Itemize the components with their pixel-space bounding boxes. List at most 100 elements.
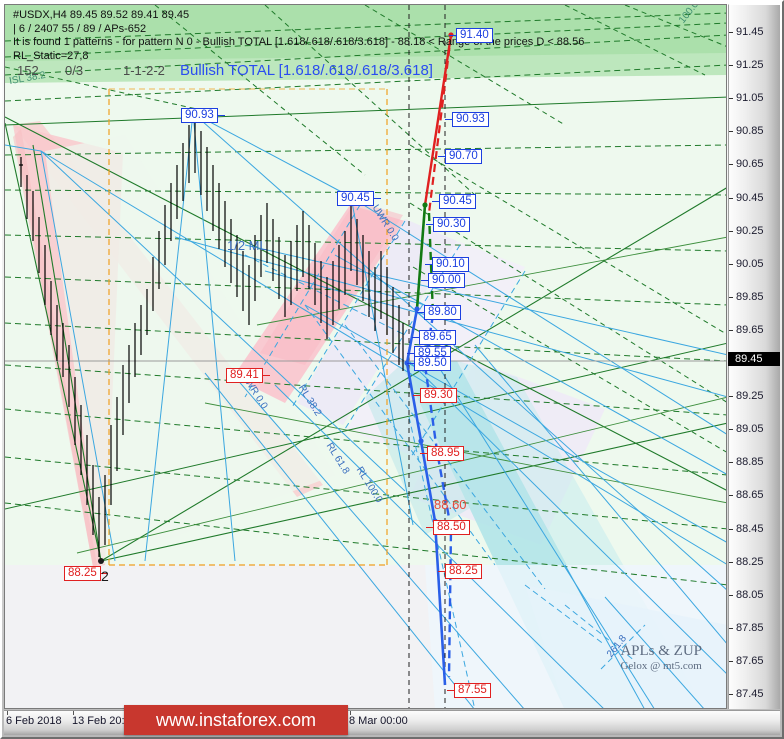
tick-mark	[729, 462, 733, 464]
price-tick: 91.45	[729, 26, 781, 39]
chart-svg	[5, 5, 726, 708]
tick-mark	[729, 296, 733, 298]
chart-plot-area[interactable]: #USDX,H4 89.45 89.52 89.41 89.45 | 6 / 2…	[4, 4, 727, 709]
price-tick: 88.25	[729, 556, 781, 569]
header-line-rlstatic: RL_Static=27,8	[13, 49, 89, 62]
header-line-quote: #USDX,H4 89.45 89.52 89.41 89.45	[13, 9, 190, 21]
price-label-89-65[interactable]: 89.65	[412, 330, 456, 345]
signature-subtitle: Gelox @ mt5.com	[620, 660, 702, 672]
tick-label: 88.45	[736, 522, 764, 535]
tick-mark	[729, 528, 733, 530]
price-label-88-60[interactable]: 88.60	[434, 497, 467, 512]
price-tick: 88.45	[729, 523, 781, 536]
tick-label: 91.45	[736, 26, 764, 38]
tick-label: 89.25	[736, 390, 764, 403]
price-label-89-80[interactable]: 89.80	[417, 305, 461, 320]
time-tick-mark	[73, 711, 74, 715]
price-tick: 89.65	[729, 324, 781, 337]
tick-mark	[729, 197, 733, 199]
price-tick: 91.25	[729, 59, 781, 72]
tick-label: 89.65	[736, 323, 764, 336]
tick-label: 88.85	[736, 456, 764, 469]
chart-signature: APLs & ZUP Gelox @ mt5.com	[620, 643, 702, 672]
header-line-counts: | 6 / 2407 55 / 89 / APs-652	[13, 22, 147, 35]
price-tick: 87.45	[729, 688, 781, 701]
tick-mark	[729, 561, 733, 563]
tick-mark	[729, 396, 733, 398]
tick-mark	[729, 594, 733, 596]
time-tick-label: 13 Feb 20:00	[72, 715, 137, 727]
tick-mark	[729, 263, 733, 265]
tick-label: 90.45	[736, 191, 764, 204]
price-tick: 90.65	[729, 158, 781, 171]
current-price-badge: 89.45	[728, 352, 780, 366]
pattern-title: Bullish TOTAL [1.618/.618/.618/3.618]	[180, 62, 433, 79]
price-tick: 89.25	[729, 390, 781, 403]
price-tick: 87.65	[729, 655, 781, 668]
tick-label: 90.85	[736, 125, 764, 138]
price-label-88-25-left[interactable]: 88.25	[64, 566, 108, 581]
price-tick: 90.05	[729, 258, 781, 271]
header-mini-mid: 0/3	[65, 63, 84, 78]
tick-mark	[729, 429, 733, 431]
header-mini-left: 152	[17, 63, 39, 78]
price-label-89-30[interactable]: 89.30	[413, 388, 457, 403]
price-label-88-50[interactable]: 88.50	[426, 520, 470, 535]
price-tick: 88.05	[729, 589, 781, 602]
price-label-90-45-right[interactable]: 90.45	[432, 194, 476, 209]
price-tick: 91.05	[729, 92, 781, 105]
tick-mark	[729, 131, 733, 133]
time-tick-label: 8 Mar 00:00	[349, 715, 408, 727]
price-label-88-25-right[interactable]: 88.25	[438, 564, 482, 579]
tick-label: 90.25	[736, 224, 764, 237]
price-label-88-95[interactable]: 88.95	[420, 446, 464, 461]
price-label-91-40[interactable]: 91.40	[449, 28, 493, 43]
tick-label: 89.05	[736, 423, 764, 436]
price-tick: 87.85	[729, 622, 781, 635]
price-label-90-30[interactable]: 90.30	[426, 217, 470, 232]
tick-label: 87.85	[736, 621, 764, 634]
price-label-90-10[interactable]: 90.10	[425, 257, 469, 272]
time-tick-mark	[350, 711, 351, 715]
tick-mark	[729, 627, 733, 629]
price-tick: 89.85	[729, 291, 781, 304]
chart-canvas: #USDX,H4 89.45 89.52 89.41 89.45 | 6 / 2…	[5, 5, 726, 708]
header-mini-right: 1-1-2-2	[123, 63, 165, 78]
instaforex-watermark: www.instaforex.com	[124, 705, 348, 735]
tick-mark	[729, 660, 733, 662]
tick-mark	[729, 329, 733, 331]
price-label-90-93-right[interactable]: 90.93	[445, 112, 489, 127]
price-label-90-45-left[interactable]: 90.45	[337, 191, 381, 206]
tick-label: 88.05	[736, 588, 764, 601]
signature-title: APLs & ZUP	[620, 643, 702, 659]
price-label-90-93-left[interactable]: 90.93	[181, 108, 225, 123]
price-label-90-70[interactable]: 90.70	[438, 149, 482, 164]
tick-label: 91.25	[736, 59, 764, 72]
price-tick: 90.45	[729, 192, 781, 205]
price-tick: 90.25	[729, 225, 781, 238]
tick-mark	[729, 694, 733, 695]
price-label-90-00[interactable]: 90.00	[421, 273, 465, 288]
pivot-marker-2: 2	[101, 568, 109, 584]
tick-label: 87.45	[736, 688, 764, 700]
time-tick-mark	[7, 711, 8, 715]
header-line-pattern: It is found 1 patterns - for pattern N 0…	[13, 36, 585, 48]
tick-label: 90.05	[736, 257, 764, 270]
tick-mark	[729, 230, 733, 232]
price-label-89-41[interactable]: 89.41	[226, 368, 270, 383]
tick-mark	[729, 32, 733, 33]
price-tick: 88.85	[729, 456, 781, 469]
tick-mark	[729, 164, 733, 166]
time-tick-label: 6 Feb 2018	[6, 715, 62, 727]
chart-header-info: #USDX,H4 89.45 89.52 89.41 89.45 | 6 / 2…	[13, 9, 584, 63]
tick-label: 90.65	[736, 158, 764, 171]
tick-label: 89.85	[736, 290, 764, 303]
price-label-87-55[interactable]: 87.55	[447, 683, 491, 698]
tick-mark	[729, 495, 733, 497]
tick-mark	[729, 98, 733, 100]
tick-mark	[729, 65, 733, 67]
price-label-89-50[interactable]: 89.50	[407, 356, 451, 371]
